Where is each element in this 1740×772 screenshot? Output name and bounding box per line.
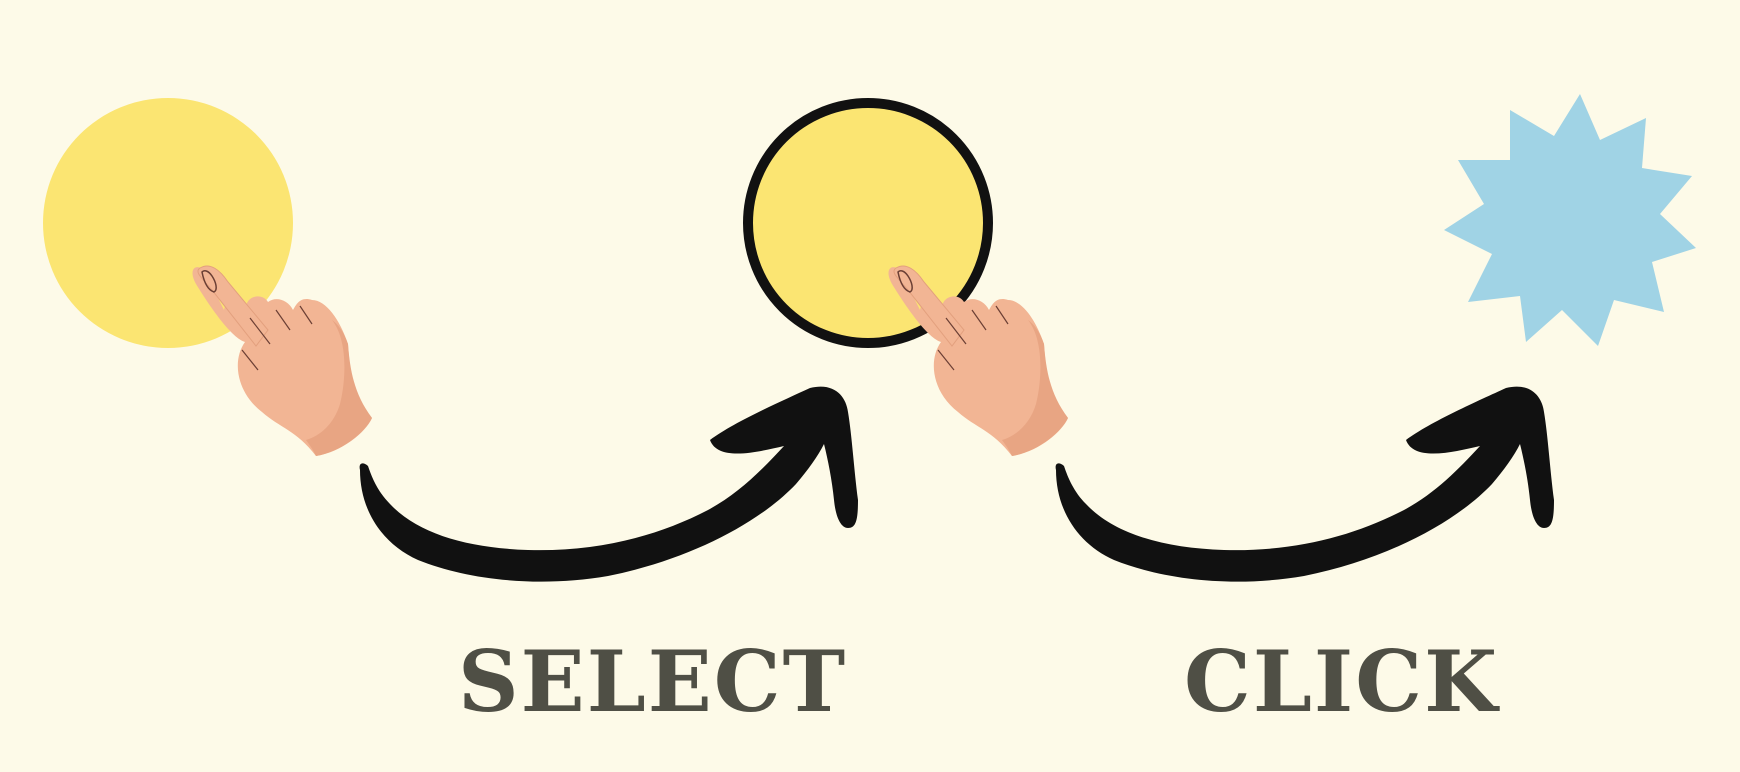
pointing-hand-icon [191,265,373,457]
pointing-hand-icon [887,265,1069,457]
step-label-click: CLICK [1184,632,1500,731]
curved-arrow-icon [359,386,858,582]
starburst-shape [1444,94,1696,346]
curved-arrow-icon [1055,386,1554,582]
selected-circle [743,98,993,348]
step-label-select: SELECT [458,632,848,731]
